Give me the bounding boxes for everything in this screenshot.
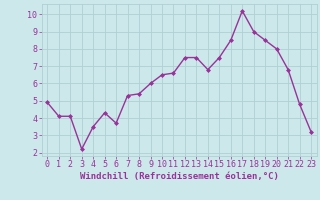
X-axis label: Windchill (Refroidissement éolien,°C): Windchill (Refroidissement éolien,°C) [80,172,279,181]
